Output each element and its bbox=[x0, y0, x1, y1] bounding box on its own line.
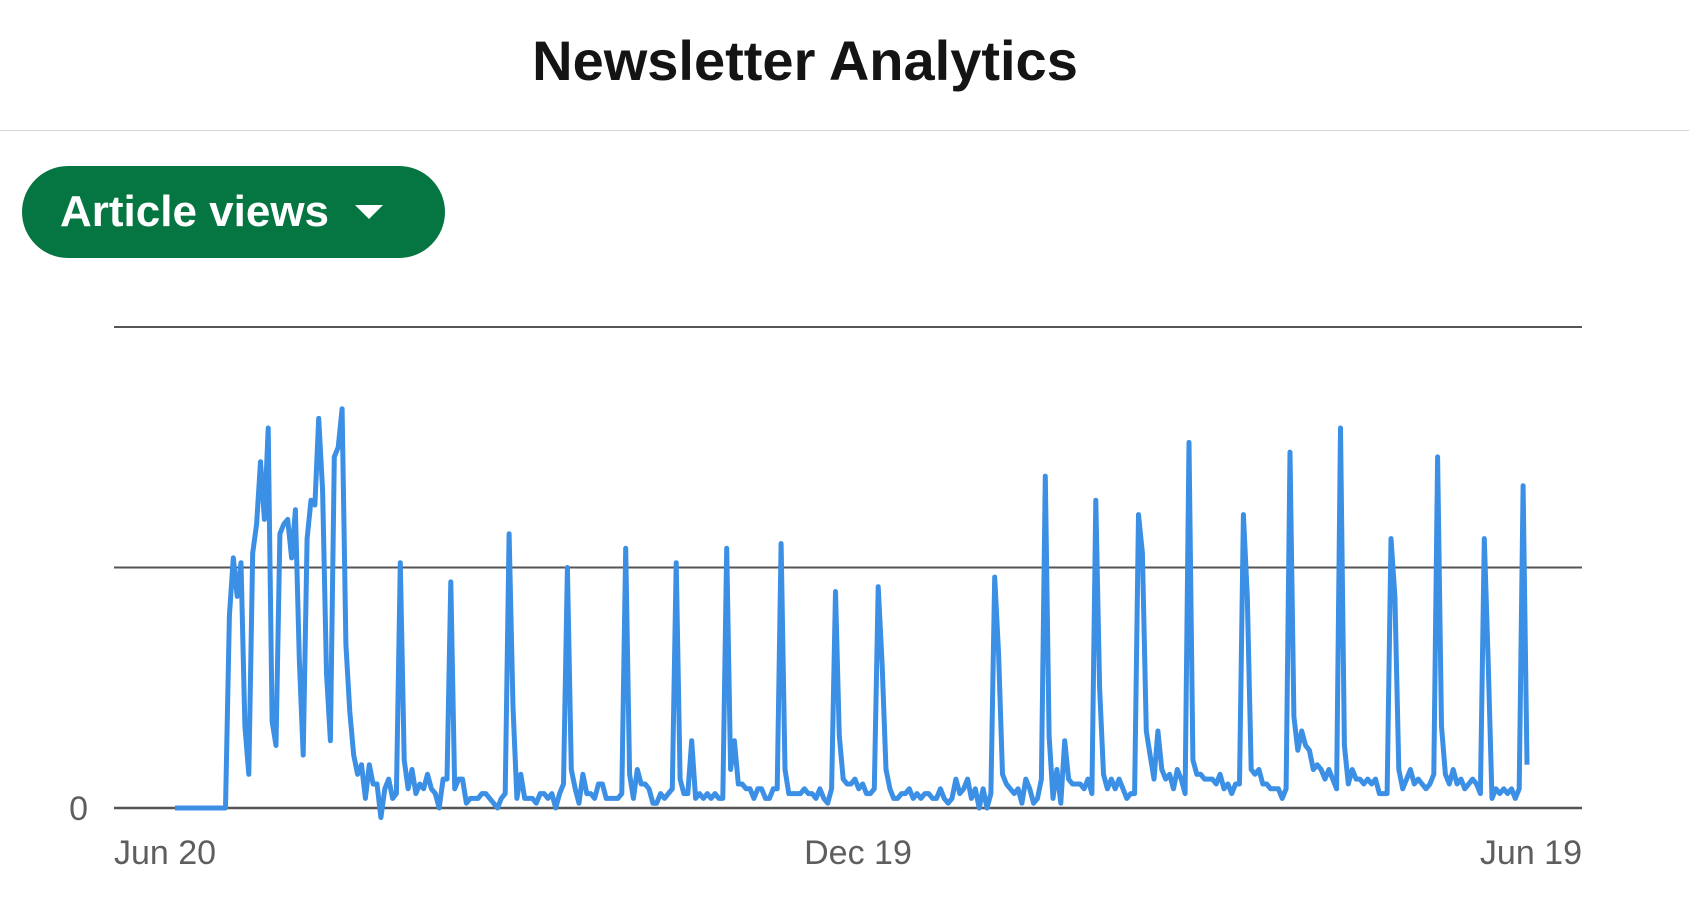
metric-dropdown-label: Article views bbox=[60, 187, 330, 236]
x-tick-label: Jun 20 bbox=[114, 834, 216, 872]
page-title: Newsletter Analytics bbox=[532, 29, 1078, 92]
x-tick-label: Jun 19 bbox=[1480, 834, 1582, 872]
page-header: Newsletter Analytics bbox=[0, 0, 1689, 131]
x-tick-label: Dec 19 bbox=[804, 834, 912, 872]
series-line-article-views bbox=[175, 406, 1530, 821]
caret-down-icon bbox=[355, 205, 384, 219]
metric-dropdown-button[interactable]: Article views bbox=[22, 166, 445, 258]
y-tick-label: 0 bbox=[69, 790, 88, 828]
